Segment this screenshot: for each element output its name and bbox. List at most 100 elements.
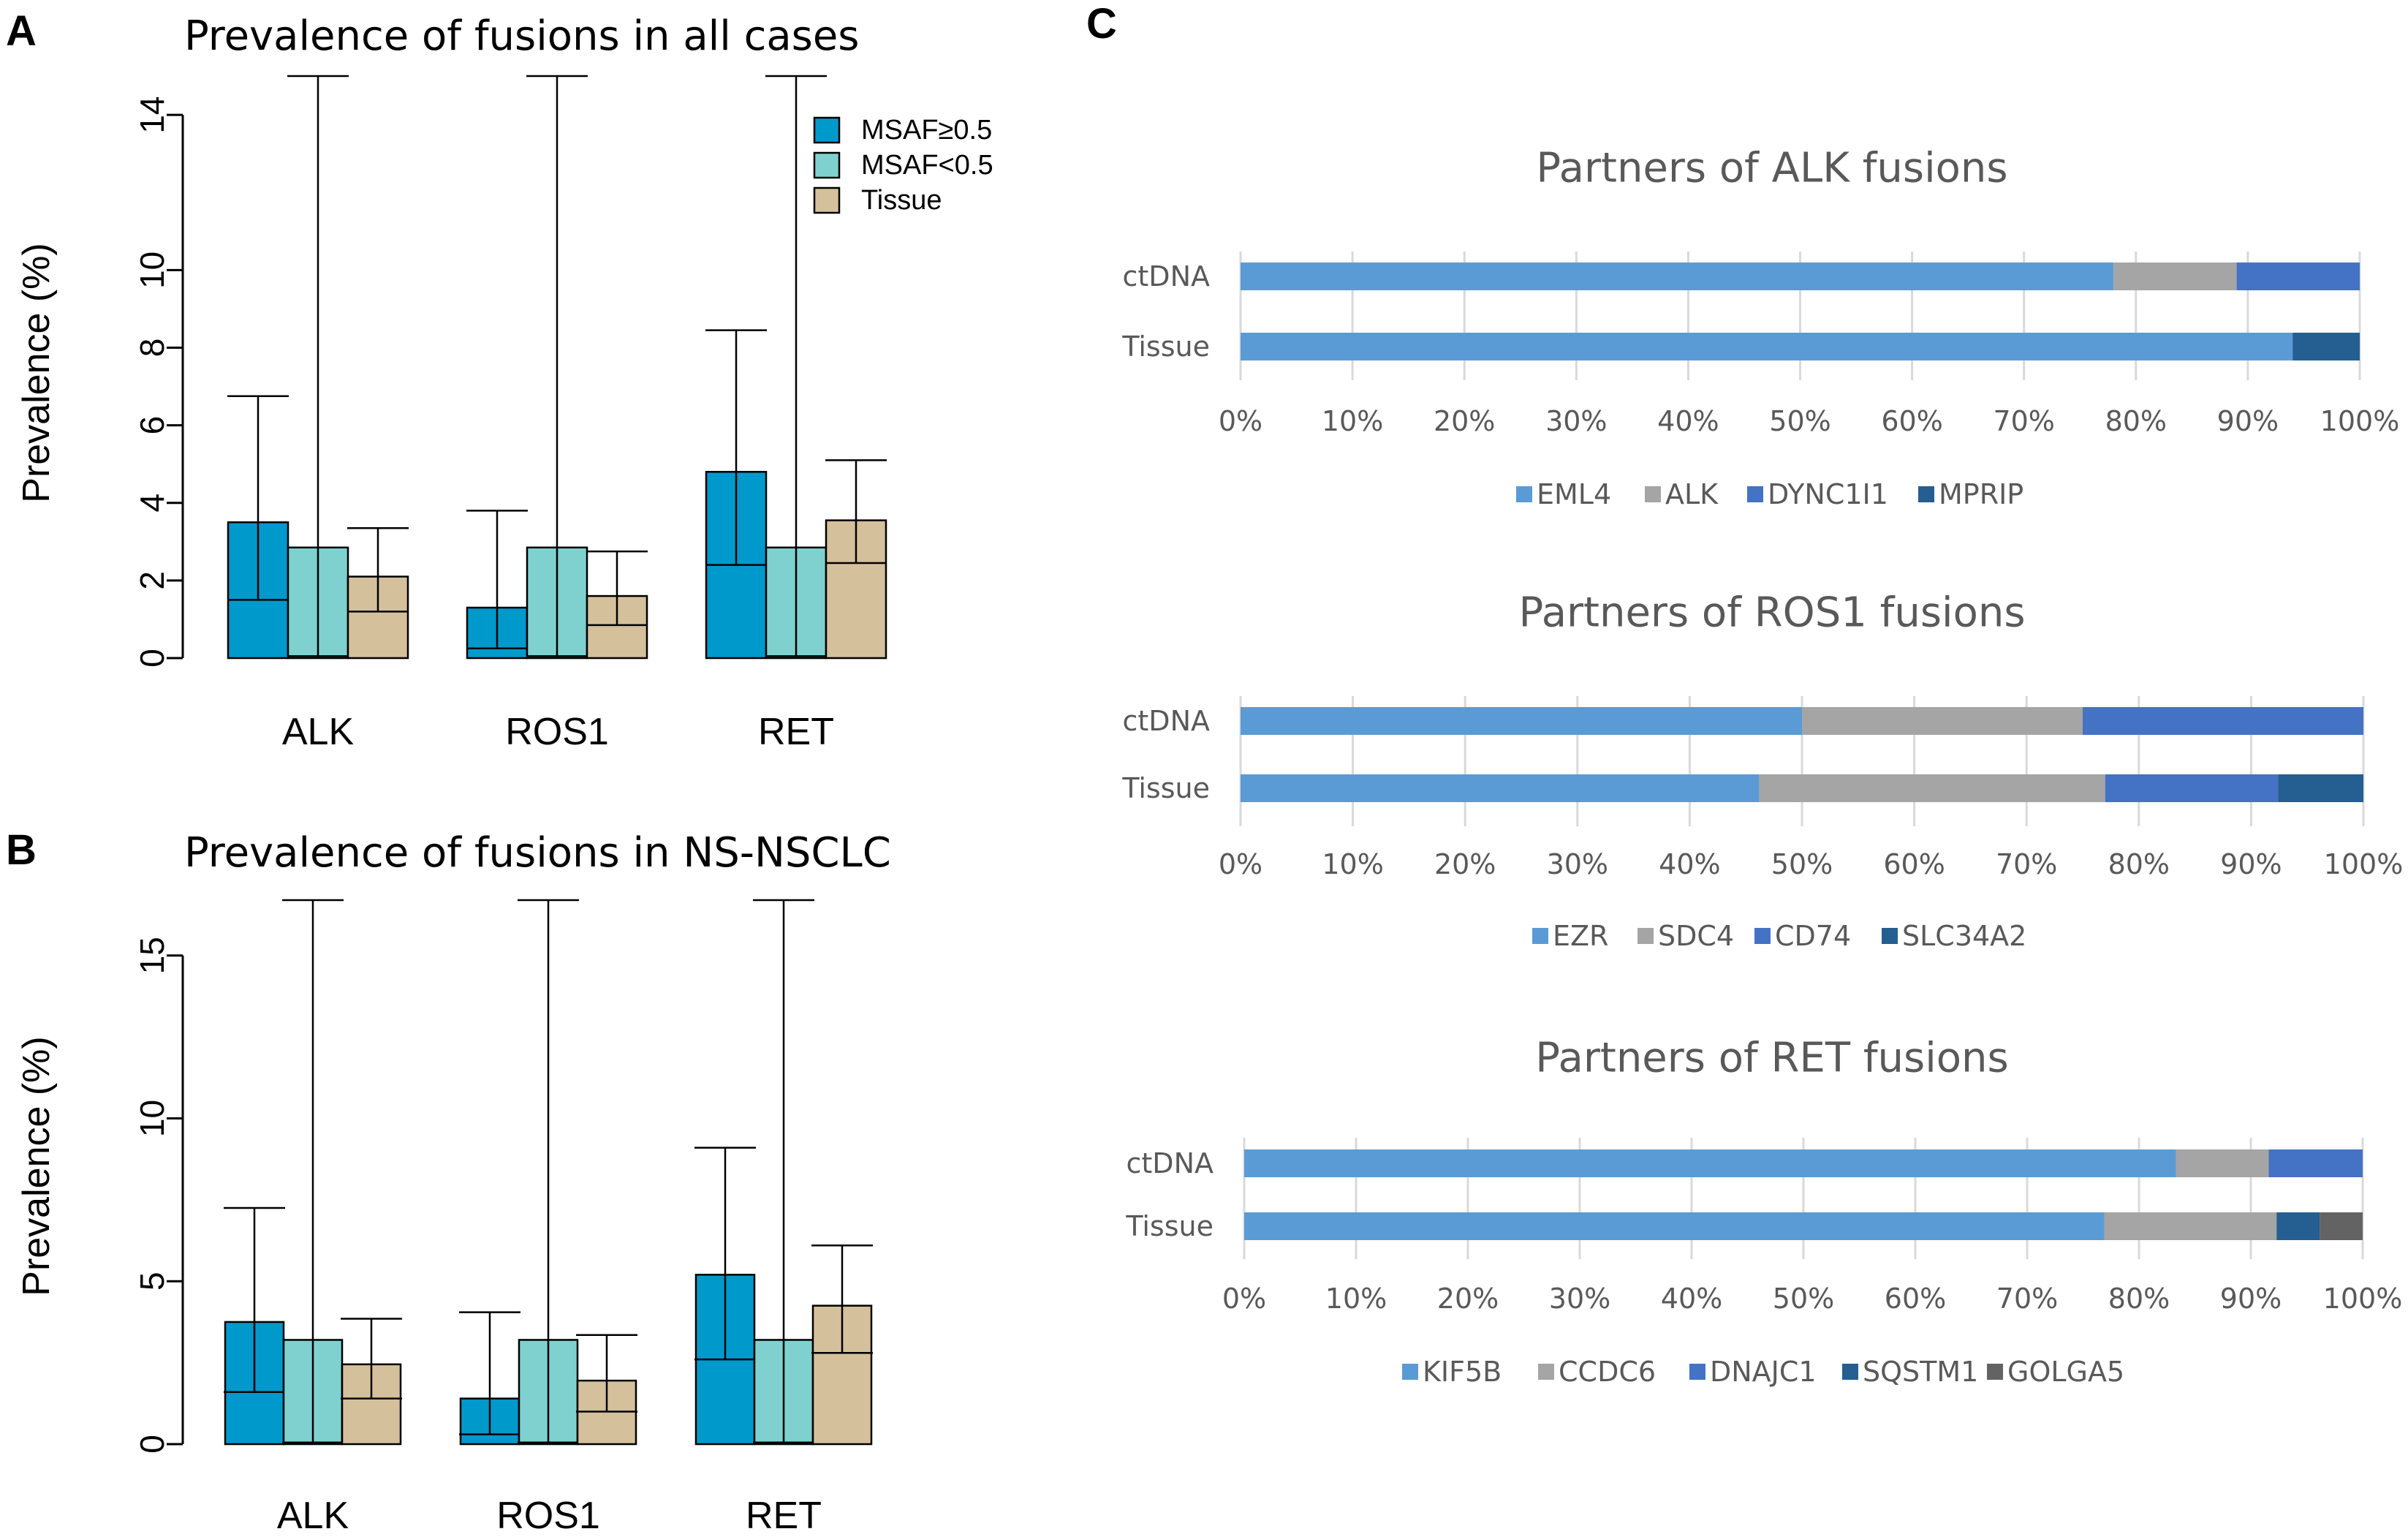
row-label-tissue: Tissue (1121, 331, 1210, 363)
segment-ctdna-dync1i1 (2236, 263, 2360, 290)
legend-label-sqstm1: SQSTM1 (1863, 1356, 1978, 1388)
y-tick-label: 8 (133, 339, 171, 358)
x-tick-label: 60% (1885, 1283, 1946, 1315)
x-tick-label: 70% (1993, 405, 2054, 437)
y-tick-label: 0 (133, 649, 171, 668)
segment-tissue-cd74 (2105, 774, 2279, 802)
x-tick-label: 20% (1434, 405, 1495, 437)
chart-c3-title: Partners of RET fusions (1535, 1035, 2008, 1082)
x-tick-label: 10% (1322, 405, 1383, 437)
y-tick-label: 10 (133, 1100, 171, 1137)
y-axis-title: Prevalence (%) (15, 1036, 58, 1296)
legend-label-tissue: Tissue (861, 185, 942, 216)
legend-swatch-dync1i1 (1747, 486, 1763, 502)
legend-swatch-cd74 (1754, 928, 1771, 944)
legend-swatch-tissue (813, 186, 841, 214)
chart-a-prevalence-all-cases: Prevalence of fusions in all cases 0 2 4 6 8 1… (15, 12, 993, 753)
segment-tissue-ezr (1241, 774, 1760, 802)
row-label-tissue: Tissue (1125, 1210, 1214, 1242)
x-tick-label: 80% (2108, 1283, 2170, 1315)
x-tick-label: 40% (1659, 848, 1720, 880)
chart-c1-title: Partners of ALK fusions (1536, 145, 2007, 192)
legend-label-mprip: MPRIP (1939, 478, 2023, 510)
segment-tissue-eml4 (1241, 333, 2293, 360)
x-tick-label: 90% (2220, 848, 2282, 880)
chart-c-ros1-partners: Partners of ROS1 fusions 0% 10% 20% 30% 40% 50… (1121, 589, 2403, 953)
x-tick-label: 0% (1219, 405, 1262, 437)
segment-ctdna-dnajc1 (2268, 1149, 2363, 1177)
category-label-ret: RET (758, 711, 834, 753)
x-tick-label: 60% (1881, 405, 1942, 437)
x-tick-label: 80% (2105, 405, 2167, 437)
x-tick-label: 30% (1547, 848, 1608, 880)
category-label-alk: ALK (277, 1495, 349, 1537)
legend-swatch-mprip (1918, 486, 1934, 502)
legend-swatch-msaf_high (813, 116, 841, 144)
legend-label-msaf_high: MSAF≥0.5 (861, 115, 992, 146)
panel-letter-b: B (6, 826, 37, 874)
legend-swatch-msaf_low (813, 151, 841, 179)
x-tick-label: 70% (1996, 1283, 2058, 1315)
legend-swatch-kif5b (1402, 1364, 1418, 1380)
legend-swatch-dnajc1 (1689, 1364, 1705, 1380)
legend-label-alk: ALK (1665, 478, 1719, 510)
y-tick-label: 10 (133, 252, 171, 289)
y-tick-label: 14 (133, 96, 171, 133)
legend-label-ccdc6: CCDC6 (1559, 1356, 1656, 1388)
segment-ctdna-eml4 (1241, 263, 2114, 290)
segment-tissue-ccdc6 (2104, 1212, 2277, 1240)
y-tick-label: 6 (133, 416, 171, 435)
x-tick-label: 60% (1883, 848, 1945, 880)
legend-label-kif5b: KIF5B (1423, 1356, 1502, 1388)
segment-tissue-kif5b (1244, 1212, 2105, 1240)
legend-label-cd74: CD74 (1775, 920, 1851, 952)
x-tick-label: 0% (1222, 1283, 1266, 1315)
category-label-ros1: ROS1 (496, 1495, 600, 1537)
segment-tissue-sdc4 (1759, 774, 2105, 802)
chart-c2-title: Partners of ROS1 fusions (1518, 589, 2025, 637)
legend-swatch-alk (1645, 486, 1661, 502)
x-tick-label: 40% (1657, 405, 1719, 437)
legend-swatch-sqstm1 (1842, 1364, 1858, 1380)
panel-letter-a: A (6, 7, 37, 55)
x-tick-label: 10% (1322, 848, 1383, 880)
legend-label-slc34a2: SLC34A2 (1902, 920, 2026, 952)
legend-label-ezr: EZR (1553, 920, 1608, 952)
row-label-ctdna: ctDNA (1123, 260, 1210, 292)
x-tick-label: 90% (2220, 1283, 2282, 1315)
chart-c-alk-partners: Partners of ALK fusions 0% 10% 20% 30% 40% 50%… (1121, 145, 2399, 511)
legend-label-golga5: GOLGA5 (2007, 1356, 2124, 1388)
x-tick-label: 0% (1219, 848, 1262, 880)
legend-swatch-slc34a2 (1882, 928, 1898, 944)
segment-ctdna-kif5b (1244, 1149, 2176, 1177)
x-tick-label: 20% (1434, 848, 1496, 880)
segment-ctdna-alk (2113, 263, 2237, 290)
x-tick-label: 30% (1545, 405, 1607, 437)
x-tick-label: 50% (1773, 1283, 1834, 1315)
segment-ctdna-ccdc6 (2176, 1149, 2269, 1177)
segment-ctdna-ezr (1241, 707, 1802, 735)
x-tick-label: 50% (1771, 848, 1833, 880)
category-label-alk: ALK (282, 711, 355, 753)
x-tick-label: 20% (1437, 1283, 1499, 1315)
legend-swatch-sdc4 (1637, 928, 1654, 944)
category-label-ros1: ROS1 (505, 711, 609, 753)
x-tick-label: 40% (1661, 1283, 1722, 1315)
segment-tissue-mprip (2292, 333, 2360, 360)
chart-a-title: Prevalence of fusions in all cases (184, 12, 859, 60)
legend-label-sdc4: SDC4 (1658, 920, 1734, 952)
legend-label-eml4: EML4 (1537, 478, 1611, 510)
legend-swatch-ezr (1532, 928, 1548, 944)
chart-b-prevalence-ns-nsclc: Prevalence of fusions in NS-NSCLC 0 5 10 15 P… (15, 829, 891, 1537)
legend-label-msaf_low: MSAF<0.5 (861, 150, 993, 181)
category-label-ret: RET (746, 1495, 822, 1537)
panel-letter-c: C (1086, 0, 1117, 48)
x-tick-label: 100% (2320, 405, 2400, 437)
y-tick-label: 15 (133, 937, 171, 974)
segment-tissue-sqstm1 (2276, 1212, 2320, 1240)
segment-ctdna-sdc4 (1802, 707, 2083, 735)
y-tick-label: 5 (133, 1272, 171, 1291)
y-tick-label: 4 (133, 494, 171, 513)
bar-ret-tissue (811, 1304, 873, 1446)
chart-c-ret-partners: Partners of RET fusions 0% 10% 20% 30% 40% 50%… (1125, 1035, 2402, 1389)
